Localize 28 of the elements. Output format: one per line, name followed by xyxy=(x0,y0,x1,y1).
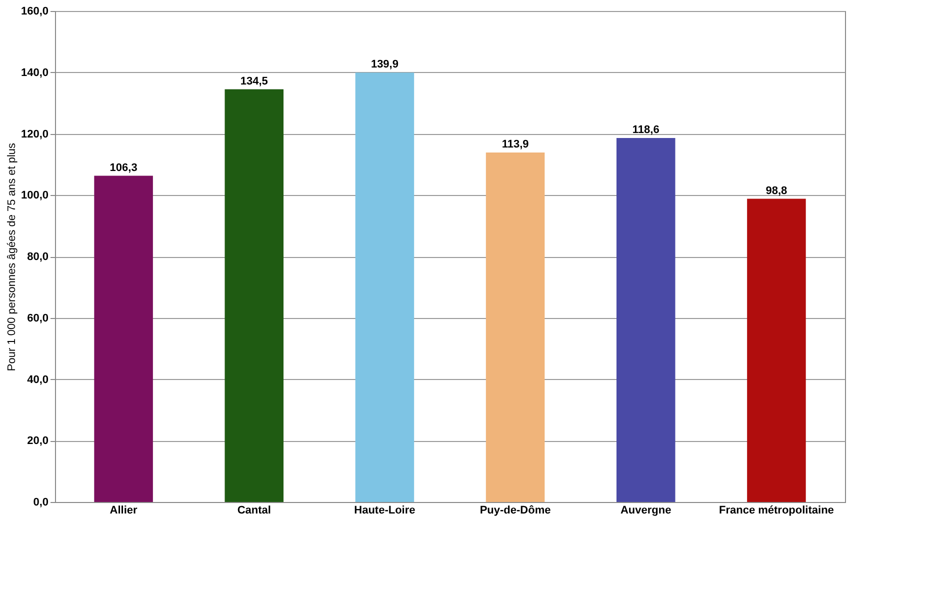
x-tick-label: France métropolitaine xyxy=(718,504,834,516)
data-label: 106,3 xyxy=(110,162,138,174)
data-label: 139,9 xyxy=(370,58,398,71)
y-tick-label: 0,0 xyxy=(33,496,48,508)
y-axis-title: Pour 1 000 personnes âgées de 75 ans et plus xyxy=(6,142,18,372)
data-label: 118,6 xyxy=(632,124,660,136)
x-tick-label: Auvergne xyxy=(620,504,672,516)
y-tick-label: 160,0 xyxy=(20,6,48,18)
bar xyxy=(616,138,676,502)
bar xyxy=(486,152,545,502)
y-tick-label: 60,0 xyxy=(27,312,48,324)
bar xyxy=(355,72,414,502)
data-label: 134,5 xyxy=(240,75,268,88)
x-tick-label: Cantal xyxy=(237,504,271,516)
bar xyxy=(224,89,284,502)
x-tick-label: Haute-Loire xyxy=(354,504,416,516)
x-tick-label: Allier xyxy=(110,504,138,516)
y-tick-label: 100,0 xyxy=(20,190,48,202)
y-tick-label: 120,0 xyxy=(20,128,48,140)
y-tick-label: 40,0 xyxy=(27,374,48,386)
y-tick-label: 20,0 xyxy=(27,435,48,448)
bar xyxy=(94,176,153,502)
data-label: 113,9 xyxy=(502,138,529,150)
data-label: 98,8 xyxy=(766,184,788,197)
y-tick-label: 80,0 xyxy=(27,251,48,263)
y-tick-label: 140,0 xyxy=(20,66,48,79)
x-tick-label: Puy-de-Dôme xyxy=(480,504,551,516)
bar xyxy=(747,198,806,502)
